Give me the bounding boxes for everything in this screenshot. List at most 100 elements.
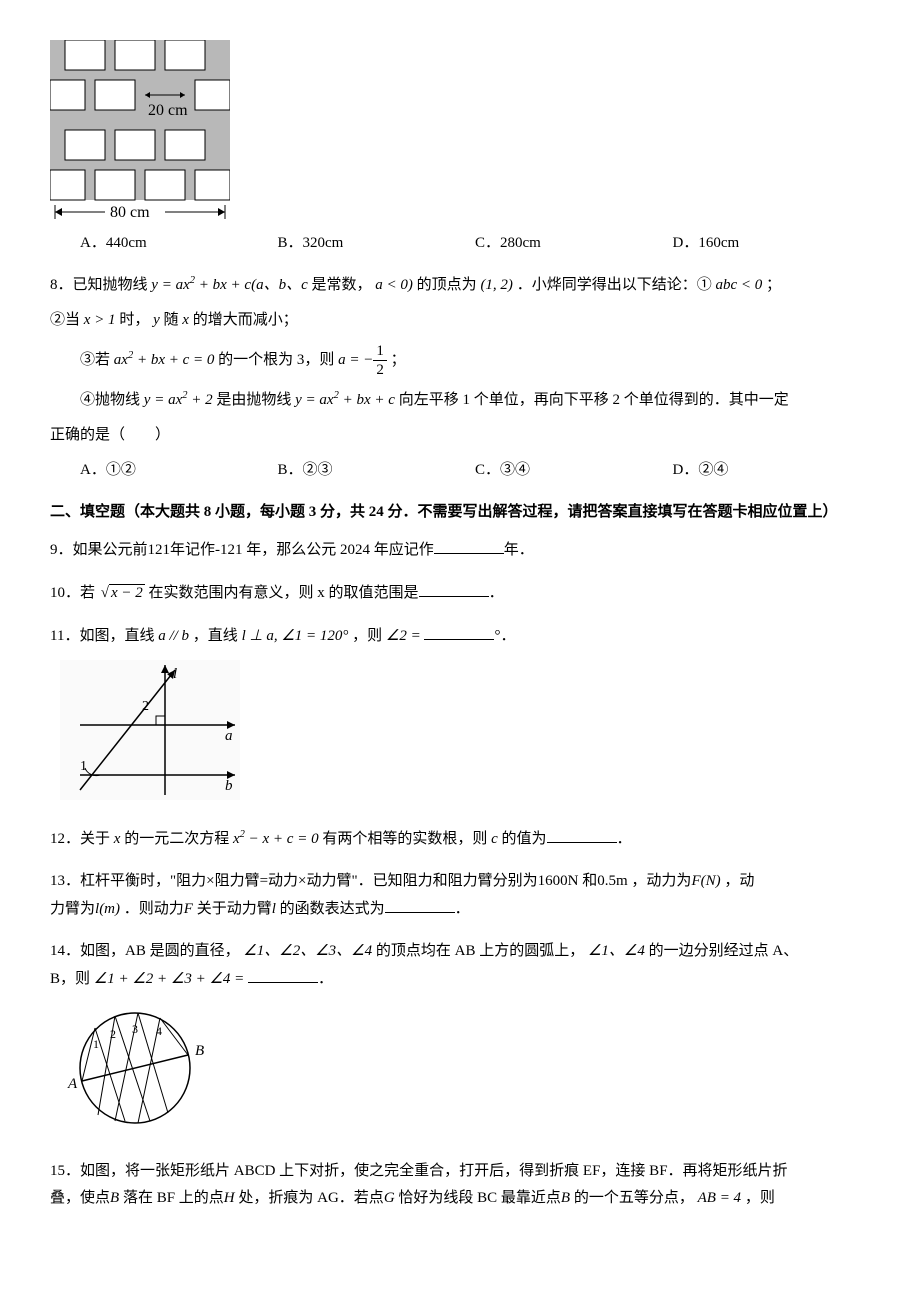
q11-d: °．: [494, 628, 515, 644]
block: [165, 130, 205, 160]
q14-blank: [248, 965, 318, 983]
q8-l2b: 时，: [119, 312, 149, 328]
q13-l2e: ．: [455, 901, 470, 917]
block: [115, 130, 155, 160]
q8-l2d: 的增大而减小；: [193, 312, 298, 328]
q13-c: ，动力为: [631, 873, 691, 889]
q11-text: 11．如图，直线 a // b ，直线 l ⊥ a, ∠1 = 120° ，则 …: [50, 622, 870, 650]
label-a: a: [225, 728, 233, 744]
label-2: 2: [142, 699, 149, 714]
q12-var: x: [114, 831, 121, 847]
label-4: 4: [156, 1024, 162, 1038]
q8-l3b: 的一个根为 3，则: [218, 352, 334, 368]
label-A: A: [67, 1076, 78, 1092]
angle-line: [82, 1028, 95, 1081]
q8-options: A．①② B．②③ C．③④ D．②④: [50, 457, 870, 484]
q13-vf: F: [184, 901, 193, 917]
q15-line1: 15．如图，将一张矩形纸片 ABCD 上下对折，使之完全重合，打开后，得到折痕 …: [50, 1158, 870, 1185]
q15-l2a: 叠，使点: [50, 1190, 110, 1206]
block: [65, 130, 105, 160]
q8-intro4: ．小烨同学得出以下结论：①: [517, 277, 712, 293]
label-b: b: [225, 778, 233, 794]
q8-concl1: abc < 0: [715, 277, 762, 293]
q11-blank: [424, 622, 494, 640]
q13-b: 和: [582, 873, 597, 889]
q8-l2c: 随: [164, 312, 179, 328]
q12: 12．关于 x 的一元二次方程 x2 − x + c = 0 有两个相等的实数根…: [50, 825, 870, 853]
q12-var2: c: [491, 831, 498, 847]
q8-l3f: ax2 + bx + c = 0: [114, 352, 215, 368]
q14: 14．如图，AB 是圆的直径， ∠1、∠2、∠3、∠4 的顶点均在 AB 上方的…: [50, 938, 870, 1143]
q11-figure: l 2 a 1 b: [60, 660, 870, 810]
q8-line5: 正确的是（ ）: [50, 422, 870, 449]
grid-bg: [60, 660, 240, 800]
q8-formula2: a < 0): [375, 277, 413, 293]
section2-header: 二、填空题（本大题共 8 小题，每小题 3 分，共 24 分．不需要写出解答过程…: [50, 499, 870, 526]
q11-f1: a // b: [158, 628, 189, 644]
q12-c: 有两个相等的实数根，则: [322, 831, 487, 847]
q14-line1: 14．如图，AB 是圆的直径， ∠1、∠2、∠3、∠4 的顶点均在 AB 上方的…: [50, 938, 870, 965]
block: [195, 170, 230, 200]
arrowhead: [55, 208, 62, 216]
q12-b: 的一元二次方程: [124, 831, 229, 847]
q10-sqrt: x − 2: [99, 580, 145, 607]
q8-opt-c: C．③④: [475, 457, 673, 484]
q8-line3: ③若 ax2 + bx + c = 0 的一个根为 3，则 a = −12 ；: [50, 342, 870, 379]
block: [50, 170, 85, 200]
q8-l3r: a = −: [338, 352, 373, 368]
q15-l2f: ，则: [745, 1190, 775, 1206]
q8-l2v: y: [153, 312, 160, 328]
q14-svg: A B 1 2 3 4: [60, 1003, 220, 1133]
q11-c: ，则: [352, 628, 382, 644]
q10-radicand: x − 2: [109, 584, 145, 601]
q13-line1: 13．杠杆平衡时，"阻力×阻力臂=动力×动力臂"．已知阻力和阻力臂分别为1600…: [50, 868, 870, 895]
gap-label-text: 20 cm: [148, 102, 188, 119]
q8-opt-d: D．②④: [673, 457, 871, 484]
q13-l2c: 关于动力臂: [197, 901, 272, 917]
q10: 10．若 x − 2 在实数范围内有意义，则 x 的取值范围是 ．: [50, 579, 870, 607]
q7-option-c: C．280cm: [475, 230, 673, 257]
angle-line: [160, 1018, 188, 1055]
q15-l2d: 恰好为线段 BC 最靠近点: [398, 1190, 561, 1206]
label-3: 3: [132, 1022, 138, 1036]
q8-formula1: y = ax2 + bx + c(a、b、c: [151, 277, 308, 293]
q11-svg: l 2 a 1 b: [60, 660, 240, 800]
q11-f2: l ⊥ a, ∠1 = 120°: [242, 628, 349, 644]
q13: 13．杠杆平衡时，"阻力×阻力臂=动力×动力臂"．已知阻力和阻力臂分别为1600…: [50, 868, 870, 923]
q15-l2e: 的一个五等分点，: [574, 1190, 694, 1206]
q11-f3: ∠2 =: [386, 628, 421, 644]
q15-vb2: B: [561, 1190, 570, 1206]
q13-d: ，动: [724, 873, 754, 889]
label-l: l: [173, 666, 177, 682]
q10-b: 在实数范围内有意义，则 x 的取值范围是: [149, 585, 419, 601]
q8-l2v2: x: [182, 312, 189, 328]
block: [195, 80, 230, 110]
q8-opt-b: B．②③: [278, 457, 476, 484]
q8-l4b: 是由抛物线: [216, 392, 291, 408]
q10-a: 10．若: [50, 585, 95, 601]
q8-l4c: 向左平移 1 个单位，再向下平移 2 个单位得到的．其中一定: [399, 392, 789, 408]
q13-a: 13．杠杆平衡时，"阻力×阻力臂=动力×动力臂"．已知阻力和阻力臂分别为: [50, 873, 538, 889]
q14-c: 的一边分别经过点 A、: [649, 943, 799, 959]
q8-intro: 8．已知抛物线: [50, 277, 148, 293]
q8-frac: 12: [373, 342, 387, 379]
q15-vh: H: [224, 1190, 235, 1206]
q9: 9．如果公元前121年记作-121 年，那么公元 2024 年应记作年．: [50, 536, 870, 564]
q8-l4f2: y = ax2 + bx + c: [295, 392, 395, 408]
q10-c: ．: [489, 585, 504, 601]
q9-a: 9．如果公元前: [50, 542, 148, 558]
q8-opt-a: A．①②: [80, 457, 278, 484]
q8-line4: ④抛物线 y = ax2 + 2 是由抛物线 y = ax2 + bx + c …: [50, 387, 870, 414]
q7-figure: 20 cm 80 cm: [50, 40, 870, 220]
q11: 11．如图，直线 a // b ，直线 l ⊥ a, ∠1 = 120° ，则 …: [50, 622, 870, 810]
q12-d: 的值为: [502, 831, 547, 847]
q8-l4a: ④抛物线: [80, 392, 140, 408]
label-B: B: [195, 1043, 204, 1059]
block: [95, 80, 135, 110]
q8-l2f: x > 1: [84, 312, 116, 328]
q12-blank: [547, 825, 617, 843]
q15-vg: G: [384, 1190, 395, 1206]
q15-vb: B: [110, 1190, 119, 1206]
q14-figure: A B 1 2 3 4: [60, 1003, 870, 1143]
block: [95, 170, 135, 200]
